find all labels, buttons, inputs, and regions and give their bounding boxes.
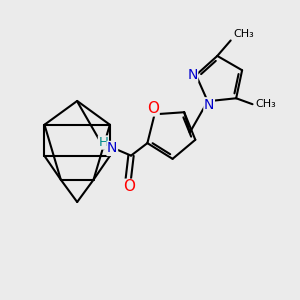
Text: H: H [98, 136, 108, 149]
Text: CH₃: CH₃ [233, 29, 254, 39]
Text: N: N [204, 98, 214, 112]
Text: N: N [107, 142, 118, 155]
Text: CH₃: CH₃ [255, 99, 276, 109]
Text: N: N [187, 68, 198, 82]
Text: O: O [147, 101, 159, 116]
Text: O: O [124, 179, 136, 194]
